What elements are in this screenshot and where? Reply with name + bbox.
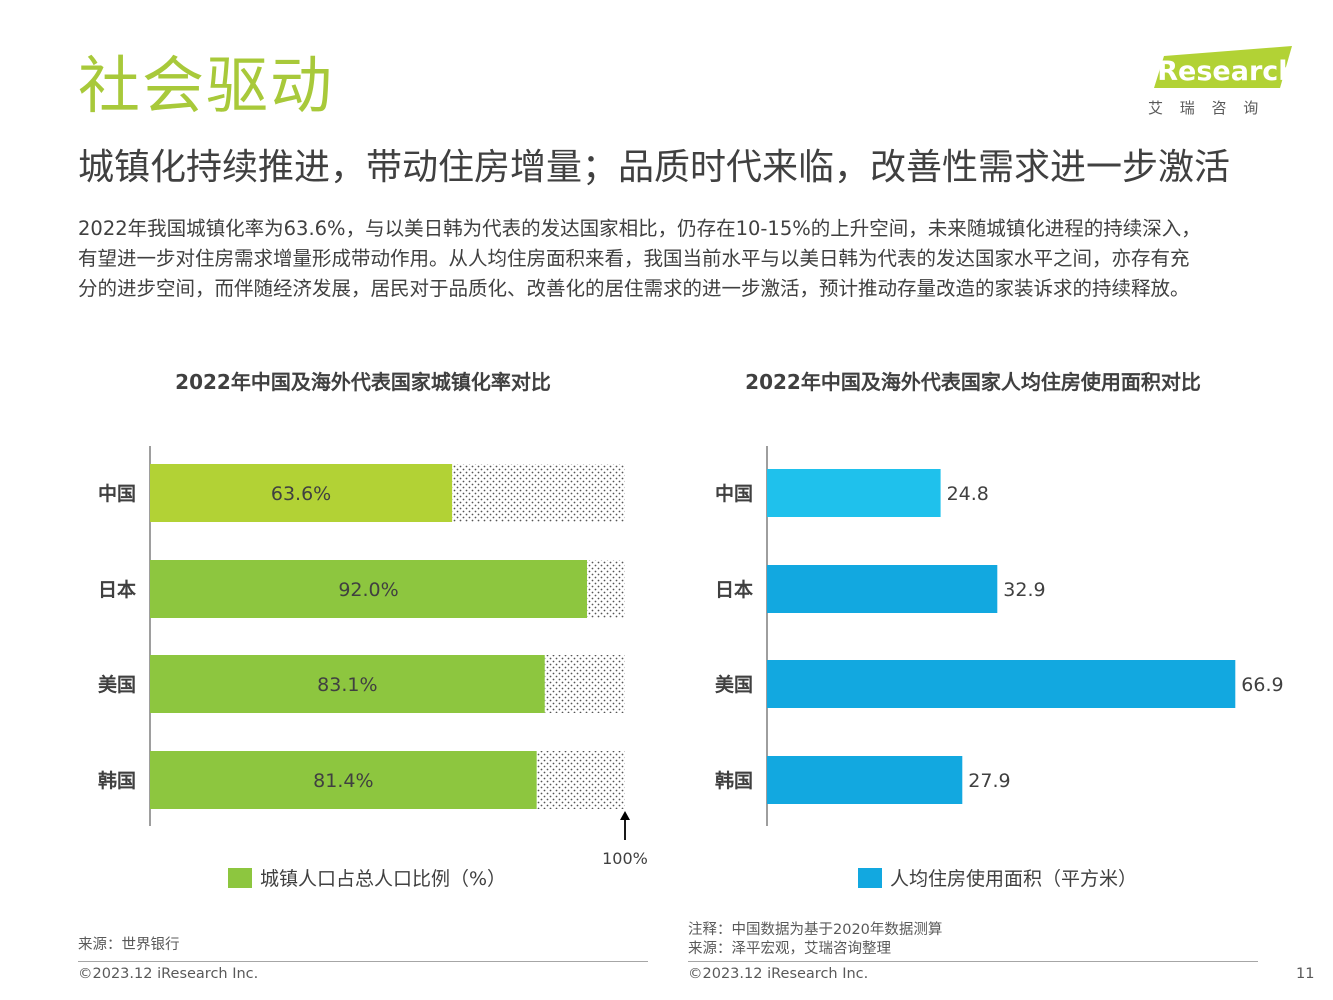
urbanization-legend-label: 城镇人口占总人口比例（%） bbox=[260, 868, 507, 890]
data-label: 92.0% bbox=[338, 579, 398, 601]
data-label: 27.9 bbox=[968, 770, 1010, 792]
page-subtitle: 城镇化持续推进，带动住房增量；品质时代来临，改善性需求进一步激活 bbox=[78, 147, 1231, 188]
urbanization-legend: 城镇人口占总人口比例（%） bbox=[228, 864, 506, 891]
logo-banner-shape bbox=[1154, 46, 1292, 88]
bar bbox=[150, 751, 537, 809]
reference-label: 100% bbox=[602, 849, 648, 868]
category-label: 韩国 bbox=[98, 769, 136, 792]
bar bbox=[767, 756, 963, 804]
right-footnote: 注释：中国数据为基于2020年数据测算 bbox=[688, 922, 943, 938]
bar bbox=[150, 655, 545, 713]
category-label: 日本 bbox=[715, 578, 753, 601]
category-label: 韩国 bbox=[715, 769, 753, 792]
housing-area-chart: 中国 24.8 日本 32.9 美国 66.9 韩国 27.9 bbox=[715, 446, 1284, 826]
right-source-note: 来源：泽平宏观，艾瑞咨询整理 bbox=[688, 941, 891, 957]
data-label: 66.9 bbox=[1241, 674, 1283, 696]
reference-arrow-icon bbox=[620, 811, 630, 820]
urbanization-legend-swatch bbox=[228, 867, 252, 888]
intro-paragraph: 2022年我国城镇化率为63.6%，与以美日韩为代表的发达国家相比，仍存在10-… bbox=[78, 214, 1268, 304]
remaining-share-bar bbox=[587, 560, 625, 618]
right-copyright: ©2023.12 iResearch Inc. bbox=[688, 966, 869, 982]
data-label: 24.8 bbox=[947, 483, 989, 505]
bar bbox=[767, 469, 941, 517]
category-label: 美国 bbox=[715, 673, 753, 696]
remaining-share-bar bbox=[536, 751, 625, 809]
bar bbox=[767, 565, 998, 613]
logo-text: iResearch bbox=[1148, 56, 1298, 87]
urbanization-chart-title: 2022年中国及海外代表国家城镇化率对比 bbox=[175, 370, 551, 394]
category-label: 中国 bbox=[715, 482, 753, 505]
category-label: 美国 bbox=[98, 673, 136, 696]
logo-subtext: 艾 瑞 咨 询 bbox=[1148, 99, 1264, 117]
left-footer-rule bbox=[78, 961, 648, 962]
data-label: 32.9 bbox=[1003, 579, 1045, 601]
bar bbox=[150, 560, 587, 618]
category-label: 中国 bbox=[98, 482, 136, 505]
intro-line-2: 有望进一步对住房需求增量形成带动作用。从人均住房面积来看，我国当前水平与以美日韩… bbox=[78, 247, 1190, 270]
left-source-note: 来源：世界银行 bbox=[78, 937, 180, 953]
remaining-share-bar bbox=[544, 655, 625, 713]
data-label: 81.4% bbox=[313, 770, 373, 792]
bar bbox=[150, 464, 453, 522]
data-label: 63.6% bbox=[271, 483, 331, 505]
page-number: 11 bbox=[1296, 966, 1315, 982]
housing-area-legend-label: 人均住房使用面积（平方米） bbox=[890, 868, 1138, 890]
iresearch-logo: iResearch 艾 瑞 咨 询 bbox=[1148, 46, 1298, 117]
housing-area-legend-swatch bbox=[858, 867, 882, 888]
housing-area-chart-title: 2022年中国及海外代表国家人均住房使用面积对比 bbox=[745, 370, 1201, 394]
urbanization-chart: 中国 63.6% 日本 92.0% 美国 83.1% 韩国 81.4% 100% bbox=[98, 446, 648, 868]
remaining-share-bar bbox=[452, 464, 625, 522]
category-label: 日本 bbox=[98, 578, 136, 601]
left-copyright: ©2023.12 iResearch Inc. bbox=[78, 966, 259, 982]
page-title: 社会驱动 bbox=[78, 49, 335, 122]
intro-line-3: 分的进步空间，而伴随经济发展，居民对于品质化、改善化的居住需求的进一步激活，预计… bbox=[78, 277, 1190, 300]
housing-area-legend: 人均住房使用面积（平方米） bbox=[858, 864, 1137, 891]
bar bbox=[767, 660, 1236, 708]
right-footer-rule bbox=[688, 961, 1258, 962]
intro-line-1: 2022年我国城镇化率为63.6%，与以美日韩为代表的发达国家相比，仍存在10-… bbox=[78, 217, 1201, 240]
data-label: 83.1% bbox=[317, 674, 377, 696]
